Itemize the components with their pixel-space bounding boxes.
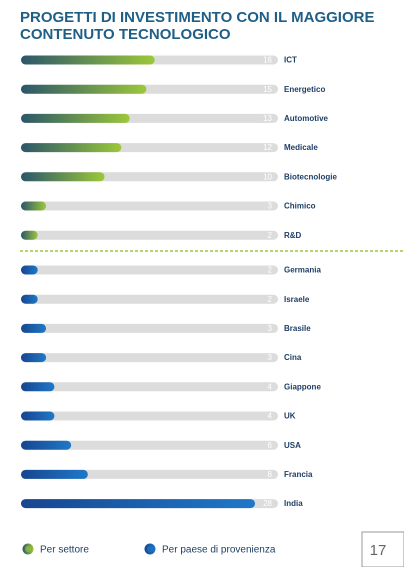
bar-track bbox=[21, 353, 278, 363]
category-label: India bbox=[284, 499, 303, 508]
value-label: 12 bbox=[263, 143, 272, 152]
bar-track bbox=[21, 294, 278, 304]
category-label: Germania bbox=[284, 266, 321, 275]
bar bbox=[21, 323, 47, 333]
bar bbox=[21, 201, 47, 211]
value-label: 3 bbox=[268, 324, 273, 333]
bar-track bbox=[21, 411, 278, 421]
legend-swatch bbox=[25, 546, 31, 552]
category-label: ICT bbox=[284, 56, 297, 65]
bar-track bbox=[21, 440, 278, 450]
chart-title: PROGETTI DI INVESTIMENTO CON IL MAGGIORE bbox=[20, 9, 374, 26]
page-number: 17 bbox=[370, 542, 387, 559]
value-label: 16 bbox=[263, 56, 272, 65]
bar-track bbox=[21, 230, 278, 240]
value-label: 4 bbox=[268, 412, 273, 421]
category-label: Cina bbox=[284, 353, 302, 362]
category-label: Biotecnologie bbox=[284, 172, 337, 181]
value-label: 3 bbox=[268, 353, 273, 362]
bar bbox=[21, 440, 72, 450]
bar bbox=[21, 469, 88, 479]
category-label: Chimico bbox=[284, 202, 316, 211]
bar bbox=[21, 294, 38, 304]
value-label: 3 bbox=[268, 202, 273, 211]
category-label: Francia bbox=[284, 470, 313, 479]
bar bbox=[21, 230, 38, 240]
value-label: 10 bbox=[263, 172, 272, 181]
value-label: 2 bbox=[268, 266, 273, 275]
category-label: Giappone bbox=[284, 382, 321, 391]
value-label: 13 bbox=[263, 114, 272, 123]
bar bbox=[21, 353, 47, 363]
value-label: 2 bbox=[268, 231, 273, 240]
value-label: 15 bbox=[263, 85, 272, 94]
bar bbox=[21, 113, 130, 123]
bar bbox=[21, 411, 55, 421]
category-label: Israele bbox=[284, 295, 310, 304]
category-label: UK bbox=[284, 412, 296, 421]
bar bbox=[21, 172, 105, 182]
category-label: Brasile bbox=[284, 324, 311, 333]
category-label: USA bbox=[284, 441, 301, 450]
category-label: R&D bbox=[284, 231, 302, 240]
bar bbox=[21, 143, 122, 153]
bar bbox=[21, 382, 55, 392]
value-label: 6 bbox=[268, 441, 273, 450]
page-number-box bbox=[361, 531, 404, 567]
bar-track bbox=[21, 382, 278, 392]
legend-label: Per paese di provenienza bbox=[162, 545, 276, 556]
chart-title: CONTENUTO TECNOLOGICO bbox=[20, 26, 231, 43]
value-label: 8 bbox=[268, 470, 273, 479]
category-label: Automotive bbox=[284, 114, 329, 123]
bar-track bbox=[21, 201, 278, 211]
legend-swatch bbox=[147, 546, 153, 552]
category-label: Energetico bbox=[284, 85, 325, 94]
legend-label: Per settore bbox=[40, 545, 89, 556]
bar bbox=[21, 55, 155, 65]
value-label: 4 bbox=[268, 382, 273, 391]
bar-track bbox=[21, 265, 278, 275]
bar bbox=[21, 499, 255, 509]
value-label: 2 bbox=[268, 295, 273, 304]
bar bbox=[21, 84, 147, 94]
bar bbox=[21, 265, 38, 275]
category-label: Medicale bbox=[284, 143, 318, 152]
bar-track bbox=[21, 323, 278, 333]
value-label: 28 bbox=[263, 499, 272, 508]
